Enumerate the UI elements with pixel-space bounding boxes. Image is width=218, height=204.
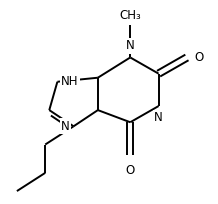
Text: CH₃: CH₃ <box>119 9 141 22</box>
Text: O: O <box>126 164 135 177</box>
Text: NH: NH <box>61 75 78 88</box>
Text: N: N <box>61 120 70 133</box>
Text: N: N <box>126 39 135 52</box>
Text: O: O <box>194 51 203 64</box>
Text: N: N <box>154 111 163 124</box>
